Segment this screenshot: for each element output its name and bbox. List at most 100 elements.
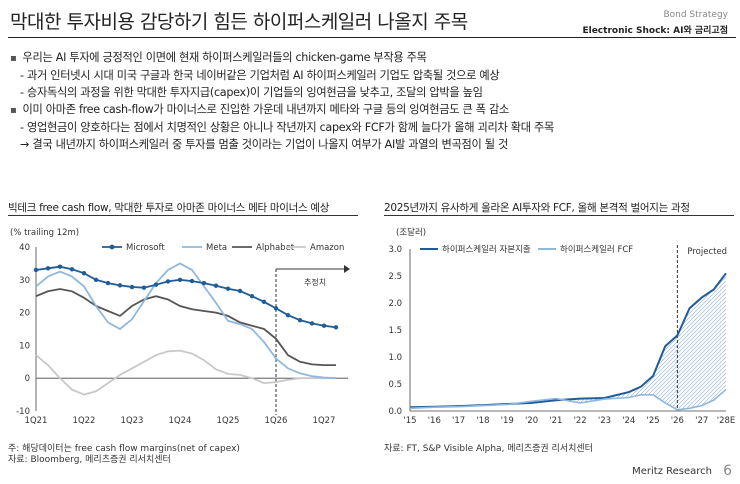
x-tick-label: 1Q23 xyxy=(121,416,144,426)
x-tick-label: 1Q25 xyxy=(217,416,240,426)
y-tick-label: 2.0 xyxy=(388,299,402,309)
series-point-microsoft xyxy=(165,279,171,284)
right-chart-title: 2025년까지 유사하게 올라온 AI투자와 FCF, 올해 본격적 벌어지는 … xyxy=(384,202,690,214)
series-point-microsoft xyxy=(177,277,183,282)
footer-brand: Meritz Research xyxy=(632,466,712,477)
forecast-annotation: 추정치 xyxy=(304,277,326,287)
page-title: 막대한 투자비용 감당하기 힘든 하이퍼스케일러 나올지 주목 xyxy=(10,11,468,33)
right-capex-chart: (조달러) 0.0 0.5 1.0 1.5 2.0 2.5 3.0 '15 '16 '17 '18 '1… xyxy=(388,227,736,426)
bullet-2: ▪ 이미 아마존 free cash-flow가 마이너스로 진입한 가운데 내년… xyxy=(10,103,509,116)
x-tick-label: 1Q21 xyxy=(25,416,48,426)
y-tick-label: -10 xyxy=(16,407,30,417)
x-tick-label: '21 xyxy=(549,416,562,426)
forecast-arrow-head xyxy=(344,265,350,273)
y-tick-label: 0.5 xyxy=(388,380,402,390)
x-tick-label: '15 xyxy=(403,416,416,426)
series-line-alphabet xyxy=(35,288,336,366)
report-category: Bond Strategy xyxy=(663,10,728,20)
right-chart-source: 자료: FT, S&P Visible Alpha, 메리츠증권 리서치센터 xyxy=(384,444,593,454)
left-chart-title: 빅테크 free cash flow, 막대한 투자로 아마존 마이너스 메타 … xyxy=(8,202,330,214)
series-point-microsoft xyxy=(285,313,291,318)
arrow-right-icon: → xyxy=(20,138,30,151)
series-point-microsoft xyxy=(45,266,51,271)
y-tick-label: 40 xyxy=(19,243,30,253)
x-tick-label: '17 xyxy=(452,416,465,426)
gap-hatched-area xyxy=(410,273,726,410)
x-tick-label: 1Q27 xyxy=(313,416,336,426)
series-point-microsoft xyxy=(129,284,135,290)
series-point-microsoft xyxy=(297,317,303,323)
x-tick-label: 1Q26 xyxy=(265,416,288,426)
y-axis-unit-label: (조달러) xyxy=(396,227,426,238)
y-tick-label: 30 xyxy=(19,276,30,286)
series-point-microsoft xyxy=(189,278,195,284)
x-tick-label: '20 xyxy=(525,416,538,426)
projected-annotation: Projected xyxy=(687,247,727,257)
bullet-2-conclusion: → 결국 내년까지 하이퍼스케일러 중 투자를 멈출 것이라는 기업이 나올지 … xyxy=(20,138,508,151)
bullet-square-icon: ▪ xyxy=(10,53,17,64)
series-point-microsoft xyxy=(141,285,147,290)
series-point-microsoft xyxy=(213,283,219,288)
y-tick-label: 0.0 xyxy=(388,407,402,417)
y-tick-label: 10 xyxy=(19,341,30,351)
legend-label-meta: Meta xyxy=(206,243,227,253)
series-point-microsoft xyxy=(309,321,315,326)
series-point-microsoft xyxy=(273,306,279,311)
series-line-microsoft xyxy=(35,265,337,329)
series-line-amazon xyxy=(35,349,336,396)
x-tick-label: '27 xyxy=(695,416,708,426)
legend-label-microsoft: Microsoft xyxy=(126,243,165,253)
x-tick-label: '16 xyxy=(428,416,441,426)
bullet-1-sub-2: - 승자독식의 과정을 위한 막대한 투자지급(capex)이 기업들의 잉여현… xyxy=(20,86,483,99)
series-point-microsoft xyxy=(33,267,39,273)
x-tick-label: '26 xyxy=(671,416,684,426)
x-tick-label: '24 xyxy=(622,416,635,426)
series-point-microsoft xyxy=(249,294,255,299)
y-tick-label: 1.5 xyxy=(388,326,402,336)
page-number: 6 xyxy=(723,463,732,479)
series-point-microsoft xyxy=(261,299,267,304)
x-tick-label: '18 xyxy=(476,416,489,426)
series-point-microsoft xyxy=(69,267,75,272)
series-point-microsoft xyxy=(57,264,63,269)
left-fcf-chart: (% trailing 12m) -10 0 10 20 30 40 1Q21 1Q22 1Q23… xyxy=(10,228,350,426)
x-tick-label: '23 xyxy=(598,416,611,426)
y-tick-label: 1.0 xyxy=(388,353,402,363)
series-point-microsoft xyxy=(201,280,207,286)
x-tick-label: 1Q22 xyxy=(73,416,96,426)
x-tick-label: '19 xyxy=(501,416,514,426)
x-tick-label: 1Q24 xyxy=(169,416,192,426)
series-point-microsoft xyxy=(81,271,87,276)
series-point-microsoft xyxy=(117,283,123,288)
bullet-1-sub-1: - 과거 인터넷시 시대 미국 구글과 한국 네이버같은 기업처럼 AI 하이퍼… xyxy=(20,69,500,82)
series-point-microsoft xyxy=(105,280,111,286)
series-point-microsoft xyxy=(93,277,99,282)
series-point-microsoft xyxy=(333,325,339,330)
left-chart-divider xyxy=(8,215,358,216)
bullet-2-sub-1: - 영업현금이 양호하다는 점에서 치명적인 상황은 아니나 작년까지 cape… xyxy=(20,121,554,134)
series-point-microsoft xyxy=(321,323,327,328)
x-tick-label: '25 xyxy=(646,416,659,426)
left-chart-footnote: 주: 해당데이터는 free cash flow margins(net of … xyxy=(8,444,240,454)
y-tick-label: 0 xyxy=(25,374,30,384)
legend-label-amazon: Amazon xyxy=(310,243,344,253)
legend-marker-microsoft xyxy=(109,244,115,250)
left-chart-source: 자료: Bloomberg, 메리츠증권 리서치센터 xyxy=(8,455,171,465)
report-series: Electronic Shock: AI와 금리고점 xyxy=(582,26,728,36)
header-divider xyxy=(8,37,736,38)
right-chart-divider xyxy=(384,215,734,216)
series-point-microsoft xyxy=(237,288,243,294)
series-point-microsoft xyxy=(153,282,159,287)
x-tick-label: '22 xyxy=(574,416,587,426)
y-tick-label: 20 xyxy=(19,309,30,319)
x-tick-label: '28E xyxy=(717,416,736,426)
bullet-square-icon: ▪ xyxy=(10,105,17,116)
series-line-meta xyxy=(35,262,337,380)
legend-label-fcf: 하이퍼스케일러 FCF xyxy=(560,244,633,255)
series-point-microsoft xyxy=(225,286,231,291)
series-line-fcf xyxy=(409,388,727,411)
legend-label-capex: 하이퍼스케일러 자본지출 xyxy=(442,244,531,255)
y-axis-unit-label: (% trailing 12m) xyxy=(10,228,79,238)
y-tick-label: 3.0 xyxy=(388,245,402,255)
legend-label-alphabet: Alphabet xyxy=(256,243,295,253)
